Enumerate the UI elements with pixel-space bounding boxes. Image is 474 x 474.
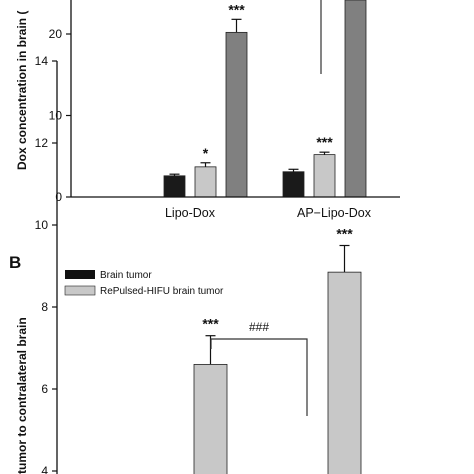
panel-a-bars: ******* [163, 0, 367, 198]
significance-label: *** [316, 134, 333, 150]
legend-label: RePulsed-HIFU brain tumor [100, 286, 224, 297]
significance-label: *** [228, 1, 245, 17]
bar [225, 31, 248, 198]
y-tick-label: 12 [35, 136, 49, 150]
y-tick-label: 14 [35, 54, 49, 68]
y-tick-label: 10 [49, 109, 63, 123]
legend-swatch-brain-tumor [65, 270, 95, 279]
bar [313, 154, 336, 198]
panel-b-letter: B [9, 253, 21, 272]
bar [282, 171, 305, 198]
panel-b-y-axis: 4 6 8 10 12 14 [35, 54, 58, 474]
y-tick-label: 20 [49, 27, 63, 41]
legend-swatch-repulsed [64, 285, 96, 296]
y-tick-label: 10 [35, 218, 49, 232]
panel-a-category-label: AP−Lipo-Dox [297, 206, 372, 220]
panel-b-significance-bracket [210, 338, 308, 416]
bar [194, 166, 217, 198]
panel-b-bracket-label: ### [249, 320, 269, 334]
legend-label: Brain tumor [100, 270, 152, 281]
bar [327, 271, 362, 474]
y-tick-label: 6 [41, 382, 48, 396]
panel-a-y-axis-label: Dox concentration in brain ( [15, 11, 29, 170]
y-tick-label: 4 [41, 464, 48, 474]
bar [193, 363, 228, 474]
panel-b-bars: *** *** [193, 226, 362, 474]
panel-a-y-axis: 0 10 20 [49, 0, 72, 204]
panel-a-category-label: Lipo-Dox [165, 206, 216, 220]
y-tick-label: 8 [41, 300, 48, 314]
y-tick-label: 0 [55, 190, 62, 204]
significance-label: *** [336, 226, 353, 242]
bar [163, 175, 186, 198]
significance-label: *** [202, 316, 219, 332]
significance-label: * [203, 145, 209, 161]
panel-b-y-axis-label: tumor to contralateral brain [15, 317, 29, 474]
panel-b-legend: Brain tumor RePulsed-HIFU brain tumor [64, 270, 224, 297]
bar [344, 0, 367, 198]
